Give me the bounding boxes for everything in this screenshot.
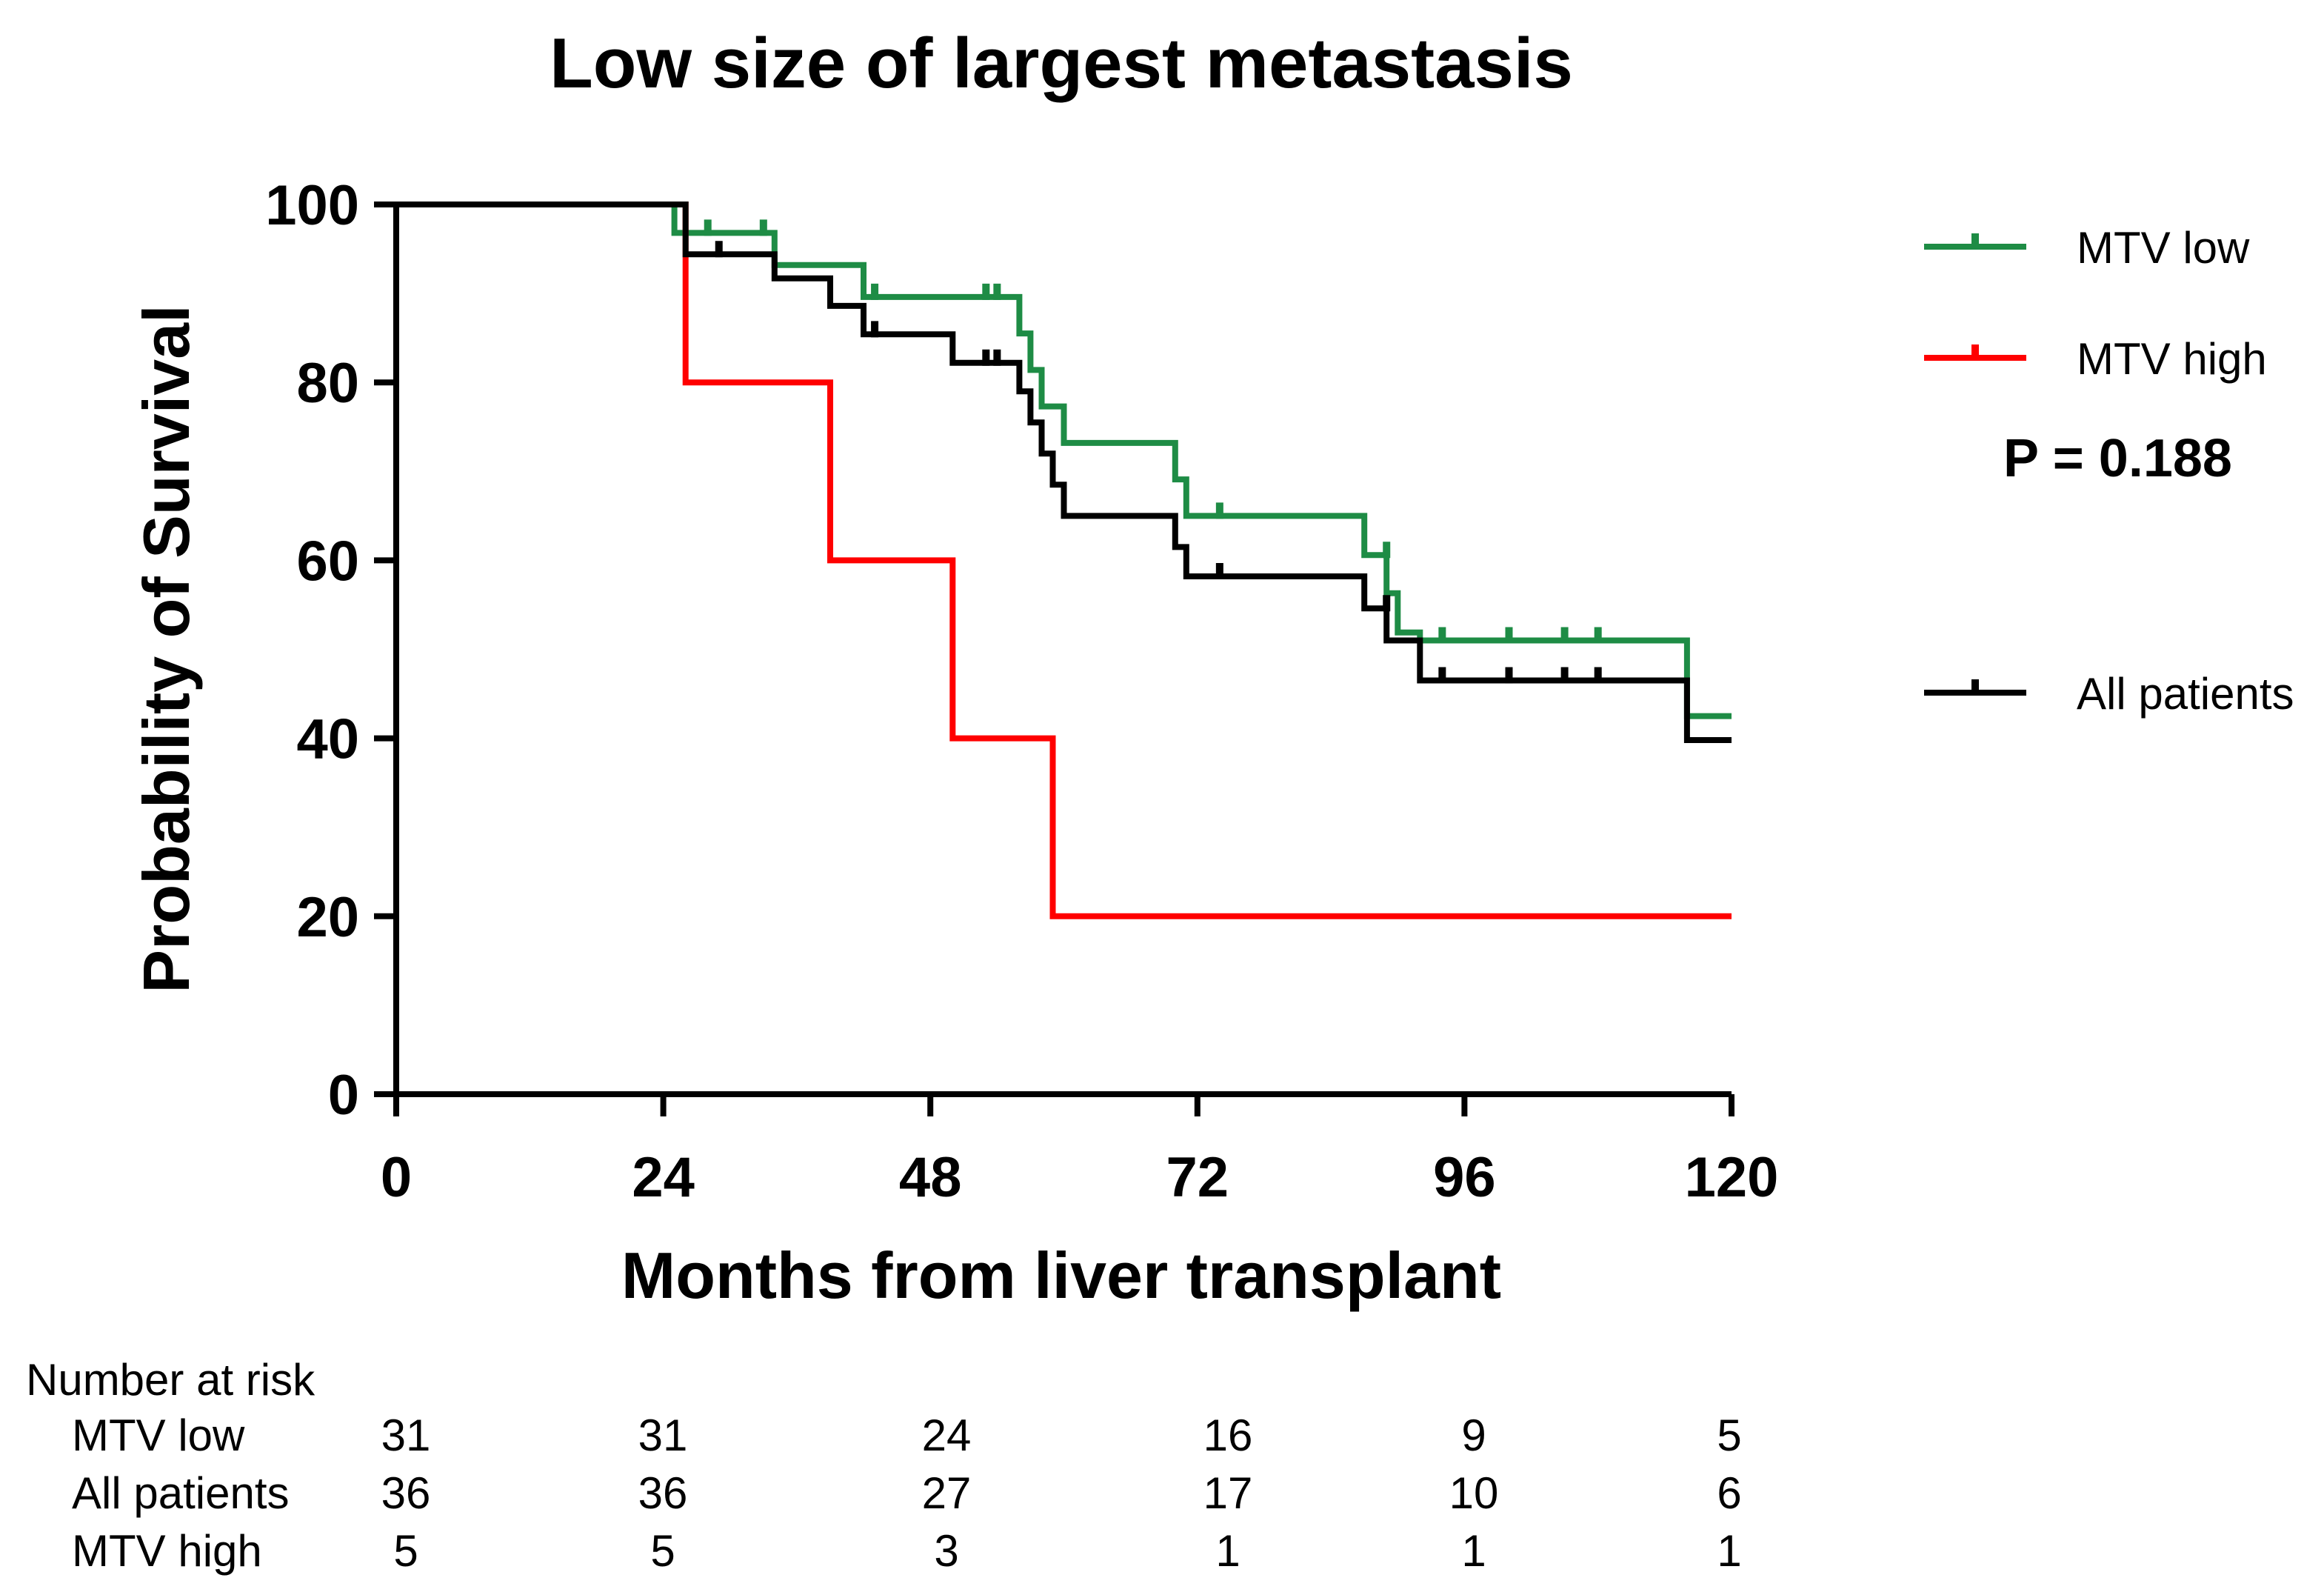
legend-label: MTV low: [2077, 223, 2250, 273]
risk-count: 10: [1449, 1468, 1499, 1518]
legend: MTV low MTV high All patients: [1924, 223, 2294, 719]
y-tick-label: 100: [265, 174, 359, 237]
risk-count: 36: [381, 1468, 431, 1518]
p-value-label: P = 0.188: [2003, 429, 2232, 488]
risk-count: 9: [1461, 1411, 1486, 1460]
x-tick-label: 72: [1166, 1146, 1229, 1209]
y-ticks: 0 20 40 60 80 100: [265, 174, 396, 1127]
series-line-mtv-low: [396, 202, 1732, 719]
risk-count: 5: [1717, 1411, 1741, 1460]
risk-count: 31: [638, 1411, 688, 1460]
risk-count: 1: [1461, 1526, 1486, 1576]
risk-count: 17: [1203, 1468, 1253, 1518]
y-axis-label: Probability of Survival: [130, 304, 203, 993]
risk-count: 16: [1203, 1411, 1253, 1460]
risk-count: 6: [1717, 1468, 1741, 1518]
risk-count: 1: [1215, 1526, 1240, 1576]
y-tick-label: 80: [296, 352, 359, 415]
x-ticks: 0 24 48 72 96 120: [381, 1094, 1779, 1209]
risk-count: 24: [922, 1411, 972, 1460]
series-line-mtv-high: [396, 202, 1732, 919]
legend-label: MTV high: [2077, 334, 2267, 384]
x-tick-label: 24: [632, 1146, 695, 1209]
y-tick-label: 40: [296, 708, 359, 771]
risk-table-header: Number at risk: [26, 1355, 315, 1405]
y-tick-label: 20: [296, 886, 359, 949]
series-line-all-patients: [396, 202, 1732, 743]
risk-count: 31: [381, 1411, 431, 1460]
x-tick-label: 48: [899, 1146, 962, 1209]
y-tick-label: 0: [328, 1064, 359, 1127]
series-lines: [396, 202, 1732, 919]
x-tick-label: 96: [1433, 1146, 1496, 1209]
risk-count: 3: [934, 1526, 958, 1576]
y-tick-label: 60: [296, 530, 359, 593]
risk-row-label: MTV high: [72, 1526, 262, 1576]
x-tick-label: 0: [381, 1146, 412, 1209]
risk-row-label: All patients: [72, 1468, 290, 1518]
risk-count: 5: [650, 1526, 675, 1576]
risk-count: 5: [393, 1526, 418, 1576]
axes: [393, 204, 1732, 1097]
legend-label: All patients: [2077, 669, 2294, 719]
chart-title: Low size of largest metastasis: [550, 24, 1573, 103]
x-axis-label: Months from liver transplant: [621, 1239, 1501, 1312]
risk-count: 36: [638, 1468, 688, 1518]
risk-row-label: MTV low: [72, 1411, 245, 1460]
risk-count: 27: [922, 1468, 972, 1518]
x-tick-label: 120: [1685, 1146, 1779, 1209]
risk-count: 1: [1717, 1526, 1741, 1576]
